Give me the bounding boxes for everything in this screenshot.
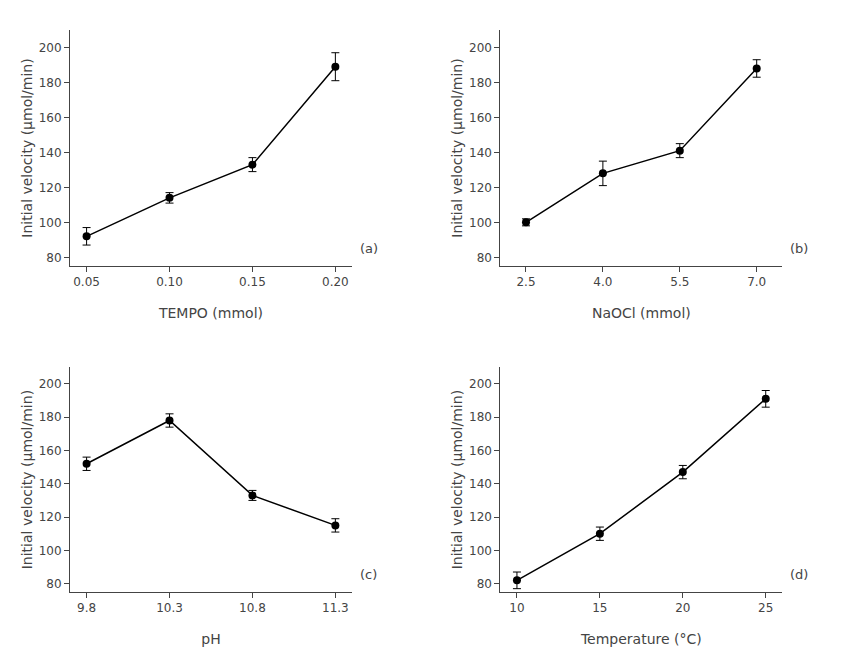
svg-text:10.3: 10.3 [156, 601, 183, 615]
svg-text:Initial velocity (μmol/min): Initial velocity (μmol/min) [449, 390, 465, 569]
svg-text:140: 140 [469, 477, 492, 491]
svg-text:11.3: 11.3 [322, 601, 349, 615]
svg-text:(d): (d) [790, 567, 808, 582]
svg-text:160: 160 [469, 444, 492, 458]
svg-text:160: 160 [39, 444, 62, 458]
svg-text:4.0: 4.0 [593, 275, 612, 289]
svg-text:120: 120 [39, 510, 62, 524]
svg-text:180: 180 [39, 410, 62, 424]
svg-text:180: 180 [469, 76, 492, 90]
svg-text:NaOCl (mmol): NaOCl (mmol) [592, 305, 691, 321]
svg-text:10.8: 10.8 [239, 601, 266, 615]
svg-text:0.15: 0.15 [239, 275, 266, 289]
svg-text:160: 160 [469, 111, 492, 125]
svg-text:Initial velocity (μmol/min): Initial velocity (μmol/min) [449, 58, 465, 237]
svg-text:TEMPO (mmol): TEMPO (mmol) [158, 305, 263, 321]
svg-text:100: 100 [39, 544, 62, 558]
svg-text:200: 200 [39, 377, 62, 391]
svg-text:120: 120 [469, 510, 492, 524]
svg-text:80: 80 [46, 250, 61, 264]
svg-text:(a): (a) [360, 241, 378, 256]
svg-text:5.5: 5.5 [670, 275, 689, 289]
svg-text:9.8: 9.8 [77, 601, 96, 615]
svg-text:0.20: 0.20 [322, 275, 349, 289]
svg-text:140: 140 [39, 477, 62, 491]
svg-text:Temperature (°C): Temperature (°C) [580, 631, 702, 647]
svg-text:100: 100 [39, 216, 62, 230]
svg-text:15: 15 [592, 601, 607, 615]
svg-text:25: 25 [758, 601, 773, 615]
svg-text:Initial velocity (μmol/min): Initial velocity (μmol/min) [19, 390, 35, 569]
svg-text:Initial velocity (μmol/min): Initial velocity (μmol/min) [19, 58, 35, 237]
svg-text:100: 100 [469, 544, 492, 558]
svg-text:(b): (b) [790, 241, 808, 256]
svg-text:80: 80 [477, 577, 492, 591]
svg-text:80: 80 [477, 250, 492, 264]
svg-text:0.10: 0.10 [156, 275, 183, 289]
svg-text:0.05: 0.05 [73, 275, 100, 289]
svg-text:200: 200 [39, 41, 62, 55]
svg-text:pH: pH [201, 631, 220, 647]
svg-text:10: 10 [509, 601, 524, 615]
svg-text:20: 20 [675, 601, 690, 615]
svg-text:120: 120 [39, 181, 62, 195]
svg-text:(c): (c) [360, 567, 377, 582]
svg-text:80: 80 [46, 577, 61, 591]
svg-text:120: 120 [469, 181, 492, 195]
svg-text:180: 180 [39, 76, 62, 90]
svg-text:200: 200 [469, 377, 492, 391]
svg-text:140: 140 [39, 146, 62, 160]
svg-text:160: 160 [39, 111, 62, 125]
svg-text:180: 180 [469, 410, 492, 424]
svg-text:7.0: 7.0 [747, 275, 766, 289]
svg-text:100: 100 [469, 216, 492, 230]
svg-text:2.5: 2.5 [516, 275, 535, 289]
svg-text:140: 140 [469, 146, 492, 160]
svg-text:200: 200 [469, 41, 492, 55]
